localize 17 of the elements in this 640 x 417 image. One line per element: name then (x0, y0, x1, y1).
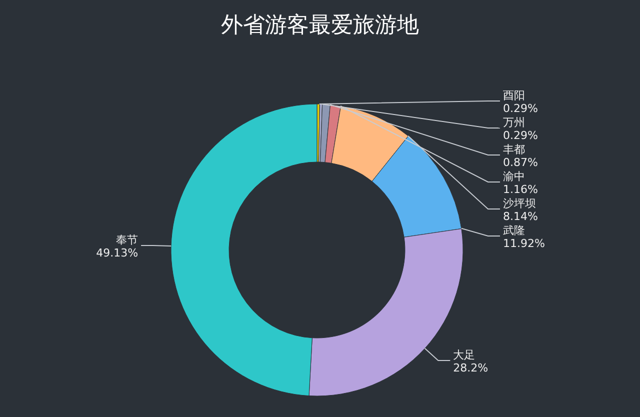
data-label: 0.29% (503, 102, 538, 115)
data-label: 49.13% (96, 246, 138, 260)
data-label: 11.92% (503, 237, 545, 250)
slice-label: 万州 (503, 116, 525, 129)
data-label: 8.14% (503, 210, 538, 223)
data-label: 0.87% (503, 156, 538, 169)
slice-label: 大足 (453, 348, 476, 362)
slice-label: 奉节 (116, 234, 138, 247)
data-label: 28.2% (453, 362, 488, 375)
slice-label: 沙坪坝 (503, 197, 536, 210)
slice-label: 渝中 (503, 170, 525, 183)
data-label: 0.29% (503, 129, 538, 142)
slice-label: 丰都 (503, 143, 525, 156)
slice-label: 武隆 (503, 224, 525, 237)
slice-label: 酉阳 (503, 89, 525, 102)
data-label: 1.16% (503, 183, 538, 196)
chart-title: 外省游客最爱旅游地 (221, 13, 419, 38)
